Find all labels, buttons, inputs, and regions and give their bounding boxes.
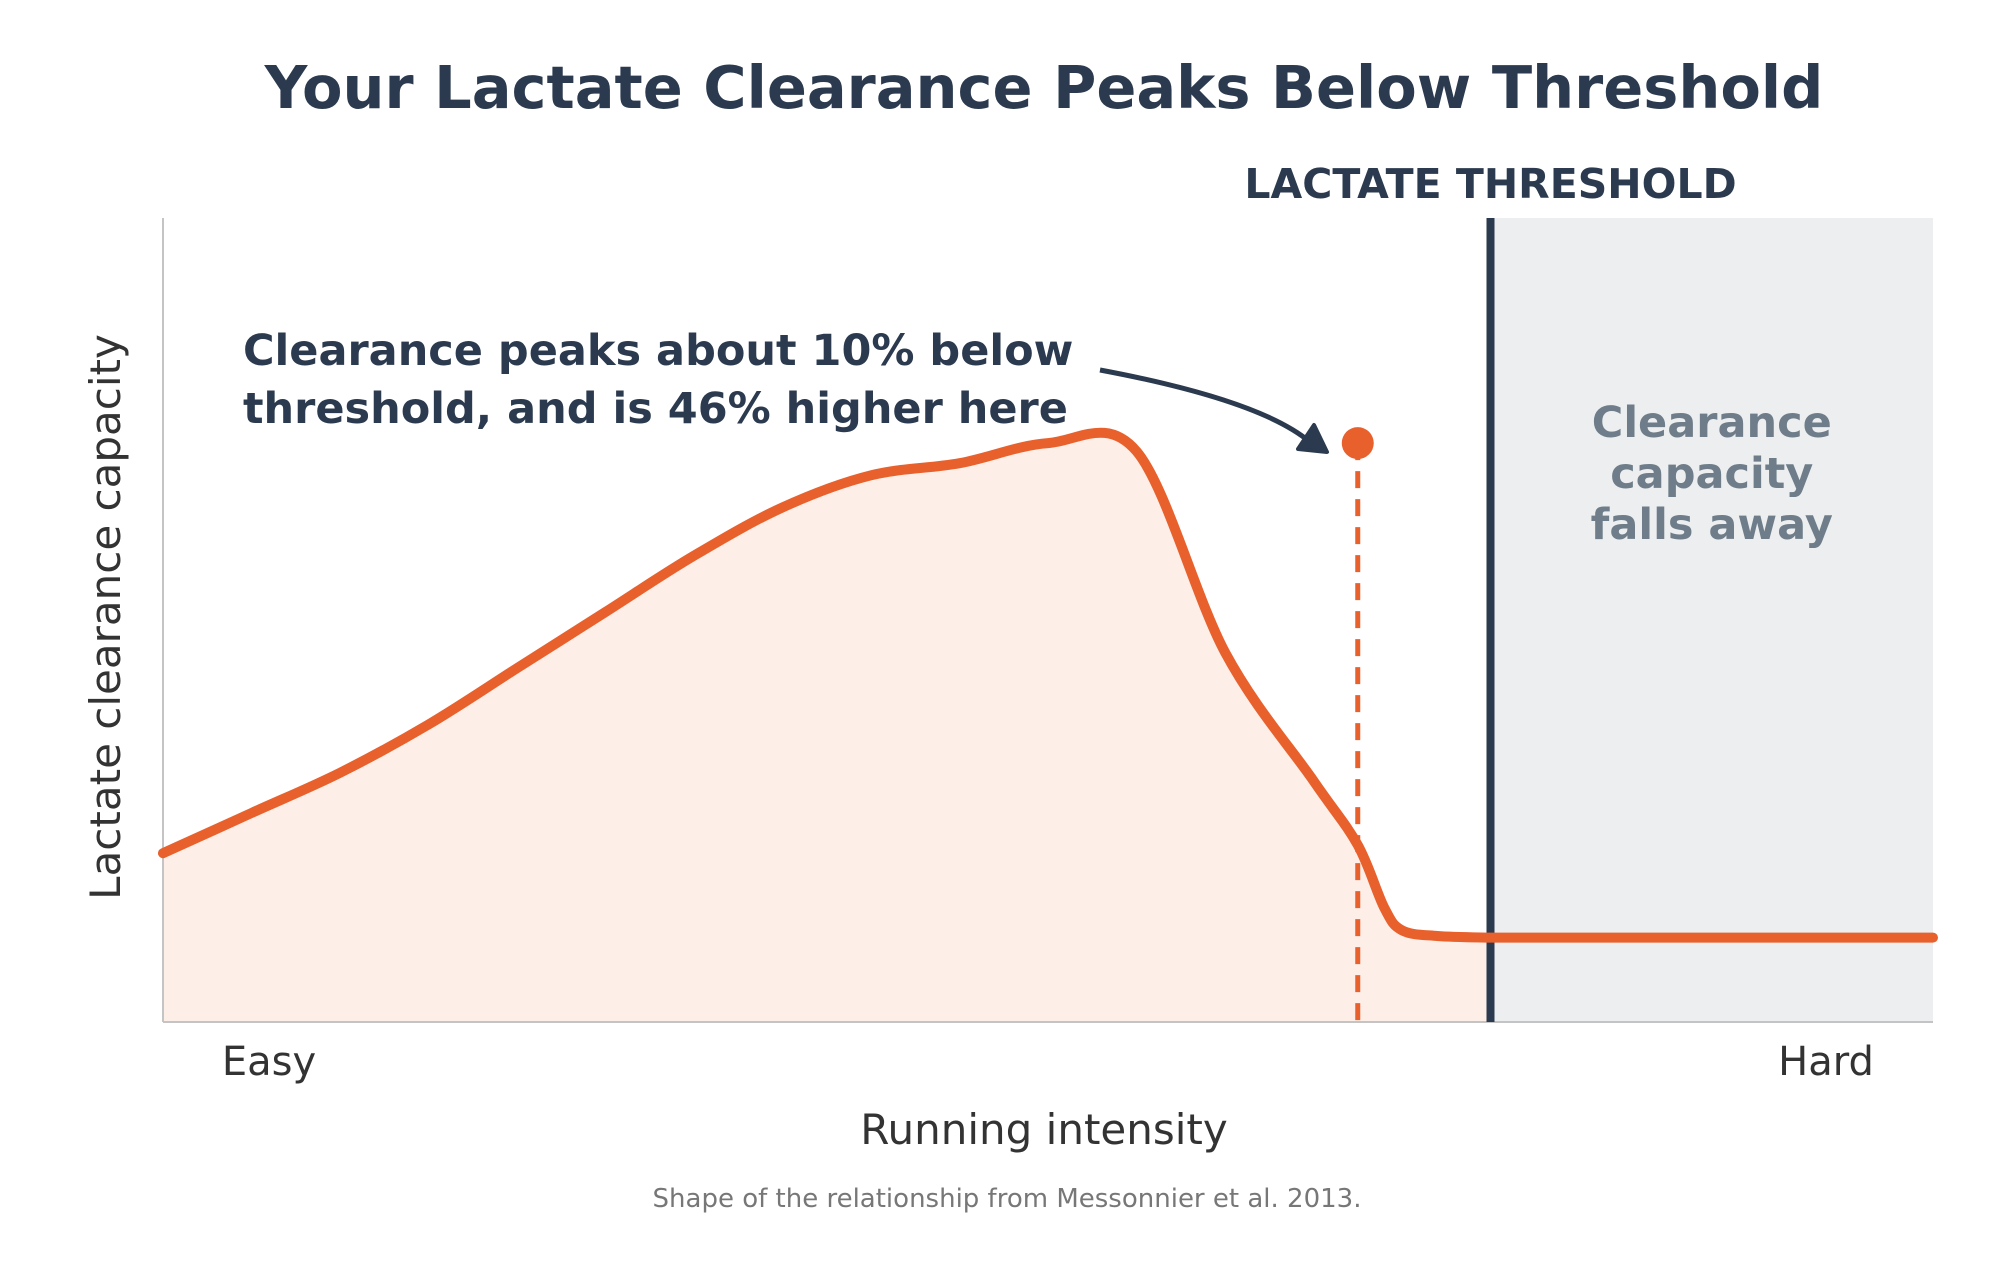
- annotation-arrow: [1099, 367, 1312, 444]
- peak-marker: [1341, 427, 1374, 460]
- annotation-arrowhead: [1296, 423, 1329, 454]
- zone-label-line-3: falls away: [1591, 500, 1833, 550]
- zone-label-line-1: Clearance: [1592, 398, 1832, 448]
- annotation-line-2: threshold, and is 46% higher here: [243, 384, 1068, 434]
- clearance-curve: [158, 427, 1938, 943]
- x-tick-hard: Hard: [1778, 1039, 1874, 1085]
- falls-away-zone: [1490, 218, 1933, 1022]
- plot-area: LACTATE THRESHOLD Clearance peaks about 1…: [158, 160, 1938, 1085]
- source-caption: Shape of the relationship from Messonnie…: [653, 1184, 1362, 1214]
- x-axis-label: Running intensity: [860, 1105, 1228, 1154]
- chart-title: Your Lactate Clearance Peaks Below Thres…: [264, 53, 1824, 122]
- zone-label-line-2: capacity: [1610, 449, 1813, 499]
- y-axis-label: Lactate clearance capacity: [81, 334, 130, 900]
- area-fill: [163, 432, 1491, 1022]
- threshold-label: LACTATE THRESHOLD: [1244, 160, 1736, 208]
- annotation-line-1: Clearance peaks about 10% below: [243, 326, 1073, 376]
- x-tick-easy: Easy: [222, 1039, 316, 1085]
